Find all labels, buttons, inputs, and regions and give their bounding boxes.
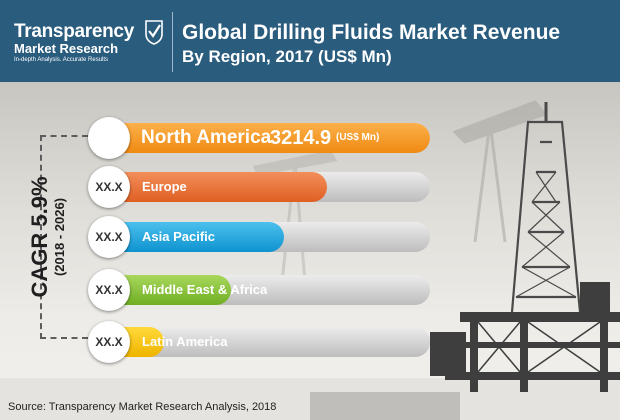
company-logo: Transparency Market Research In-depth An… bbox=[14, 22, 134, 64]
cagr-period: (2018 - 2026) bbox=[52, 197, 67, 277]
value-circle-asia-pacific: XX.X bbox=[88, 216, 130, 258]
bar-label-latin-america: Latin America bbox=[142, 334, 228, 349]
drilling-derrick bbox=[510, 102, 582, 313]
value-circle-north-america bbox=[88, 117, 130, 159]
logo-checkmark-icon bbox=[145, 20, 163, 45]
bar-track-middle-east-africa: Middle East & Africa bbox=[98, 275, 430, 305]
chart-title: Global Drilling Fluids Market Revenue By… bbox=[182, 20, 560, 68]
unit-label: (US$ Mn) bbox=[336, 132, 380, 143]
cagr-value: CAGR 5.9% bbox=[27, 176, 52, 298]
header-divider bbox=[172, 12, 173, 72]
logo-name-line1: Transparency bbox=[14, 21, 134, 42]
chart-title-line1: Global Drilling Fluids Market Revenue bbox=[182, 21, 561, 44]
rig-braces bbox=[477, 321, 601, 373]
logo-name-line2: Market Research bbox=[14, 41, 119, 56]
chart-title-line2: By Region, 2017 (US$ Mn) bbox=[182, 47, 392, 66]
bar-label-europe: Europe bbox=[142, 179, 187, 194]
bar-label-north-america: North America bbox=[141, 127, 272, 148]
bar-label-middle-east-africa: Middle East & Africa bbox=[142, 282, 268, 297]
bar-label-asia-pacific: Asia Pacific bbox=[142, 229, 215, 244]
value-circle-middle-east-africa: XX.X bbox=[88, 269, 130, 311]
bar-north-america bbox=[98, 123, 430, 153]
bar-europe bbox=[98, 172, 328, 202]
warehouse-silhouette bbox=[310, 392, 460, 420]
bar-track-north-america bbox=[98, 123, 430, 153]
logo-tagline: In-depth Analysis. Accurate Results bbox=[14, 57, 109, 63]
source-note: Source: Transparency Market Research Ana… bbox=[8, 401, 277, 413]
bar-track-europe: Europe bbox=[98, 172, 430, 202]
oil-rig-illustration bbox=[0, 100, 620, 420]
cagr-bracket bbox=[40, 135, 88, 339]
bar-track-latin-america: Latin America bbox=[98, 327, 430, 357]
bar-track-asia-pacific: Asia Pacific bbox=[98, 222, 430, 252]
value-circle-europe: XX.X bbox=[88, 166, 130, 208]
value-circle-latin-america: XX.X bbox=[88, 321, 130, 363]
rig-base bbox=[430, 282, 620, 392]
header-banner: Transparency Market Research In-depth An… bbox=[0, 0, 620, 82]
value-label-north-america: 3214.9 bbox=[270, 127, 332, 149]
